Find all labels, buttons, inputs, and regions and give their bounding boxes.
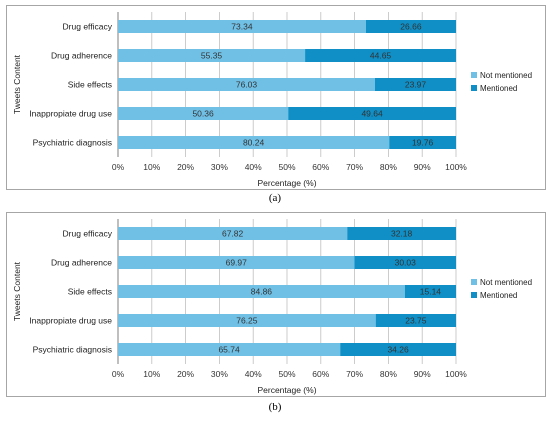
bar-not-mentioned <box>118 49 306 62</box>
x-tick-label: 30% <box>211 369 228 379</box>
x-tick-label: 40% <box>245 162 262 172</box>
bar-mentioned <box>404 285 456 298</box>
data-label: 84.86 <box>251 287 273 297</box>
data-label: 76.03 <box>236 80 258 90</box>
x-tick-label: 20% <box>177 162 194 172</box>
x-tick-label: 30% <box>211 162 228 172</box>
legend-label: Mentioned <box>480 291 517 300</box>
bar-not-mentioned <box>118 107 289 120</box>
category-label: Psychiatric diagnosis <box>33 345 112 355</box>
data-label: 23.97 <box>405 80 427 90</box>
bar-mentioned <box>389 136 456 149</box>
bar-not-mentioned <box>118 343 341 356</box>
caption-a: (a) <box>268 192 282 204</box>
x-tick-label: 50% <box>278 369 295 379</box>
x-axis-title: Percentage (%) <box>257 385 316 395</box>
x-tick-label: 80% <box>380 369 397 379</box>
x-axis-title: Percentage (%) <box>257 178 316 188</box>
x-tick-label: 10% <box>143 369 160 379</box>
bar-mentioned <box>365 20 456 33</box>
data-label: 80.24 <box>243 138 265 148</box>
data-label: 44.65 <box>370 51 392 61</box>
bar-mentioned <box>288 107 456 120</box>
x-tick-label: 80% <box>380 162 397 172</box>
data-label: 32.18 <box>391 229 413 239</box>
data-label: 23.75 <box>405 316 427 326</box>
data-label: 67.82 <box>222 229 244 239</box>
x-tick-label: 90% <box>414 369 431 379</box>
chart-panel-a: 0% 10% 20% 30% 40% 50% 60% 70% 80% 90% 100% Drug ef… <box>6 5 546 190</box>
data-label: 49.64 <box>361 109 383 119</box>
x-tick-label: 0% <box>112 162 125 172</box>
data-label: 30.03 <box>395 258 417 268</box>
x-tick-label: 60% <box>312 162 329 172</box>
x-tick-label: 90% <box>414 162 431 172</box>
category-label: Drug efficacy <box>63 22 113 32</box>
category-label: Side effects <box>68 80 112 90</box>
data-label: 76.25 <box>236 316 258 326</box>
x-tick-label: 40% <box>245 369 262 379</box>
bar-not-mentioned <box>118 78 375 91</box>
bar-mentioned <box>340 343 456 356</box>
data-label: 69.97 <box>226 258 248 268</box>
bar-not-mentioned <box>118 285 405 298</box>
chart-panel-b: 0% 10% 20% 30% 40% 50% 60% 70% 80% 90% 100% Drug ef… <box>6 212 546 397</box>
bar-not-mentioned <box>118 20 366 33</box>
category-label: Psychiatric diagnosis <box>33 138 112 148</box>
bar-mentioned <box>375 314 456 327</box>
bar-not-mentioned <box>118 256 355 269</box>
data-label: 19.76 <box>412 138 434 148</box>
category-label: Drug adherence <box>51 51 112 61</box>
x-tick-label: 10% <box>143 162 160 172</box>
x-tick-label: 100% <box>445 162 467 172</box>
data-label: 73.34 <box>231 22 253 32</box>
x-tick-label: 70% <box>346 162 363 172</box>
legend-swatch <box>471 72 477 78</box>
bar-mentioned <box>374 78 456 91</box>
data-label: 26.66 <box>400 22 422 32</box>
stacked-bar-chart-a: 0% 10% 20% 30% 40% 50% 60% 70% 80% 90% 100% Drug ef… <box>12 12 532 188</box>
data-label: 15.14 <box>420 287 442 297</box>
x-tick-label: 70% <box>346 369 363 379</box>
bar-mentioned <box>305 49 456 62</box>
legend-swatch <box>471 279 477 285</box>
category-label: Inappropiate drug use <box>29 109 112 119</box>
stacked-bar-chart-b: 0% 10% 20% 30% 40% 50% 60% 70% 80% 90% 100% Drug ef… <box>12 219 532 395</box>
category-label: Drug efficacy <box>63 229 113 239</box>
caption-b: (b) <box>268 401 282 413</box>
bar-mentioned <box>354 256 456 269</box>
data-label: 65.74 <box>218 345 240 355</box>
bar-not-mentioned <box>118 314 376 327</box>
x-tick-label: 60% <box>312 369 329 379</box>
legend-swatch <box>471 85 477 91</box>
bar-mentioned <box>347 227 456 240</box>
y-axis-title: Tweets Content <box>12 261 22 321</box>
data-label: 55.35 <box>201 51 223 61</box>
category-label: Side effects <box>68 287 112 297</box>
category-label: Inappropiate drug use <box>29 316 112 326</box>
x-tick-label: 50% <box>278 162 295 172</box>
data-label: 50.36 <box>192 109 214 119</box>
x-tick-label: 100% <box>445 369 467 379</box>
legend-label: Not mentioned <box>480 71 532 80</box>
legend-label: Mentioned <box>480 84 517 93</box>
bar-not-mentioned <box>118 227 348 240</box>
data-label: 34.26 <box>387 345 409 355</box>
legend-swatch <box>471 292 477 298</box>
category-label: Drug adherence <box>51 258 112 268</box>
legend-label: Not mentioned <box>480 278 532 287</box>
bar-not-mentioned <box>118 136 390 149</box>
x-tick-label: 0% <box>112 369 125 379</box>
x-tick-label: 20% <box>177 369 194 379</box>
y-axis-title: Tweets Content <box>12 54 22 114</box>
